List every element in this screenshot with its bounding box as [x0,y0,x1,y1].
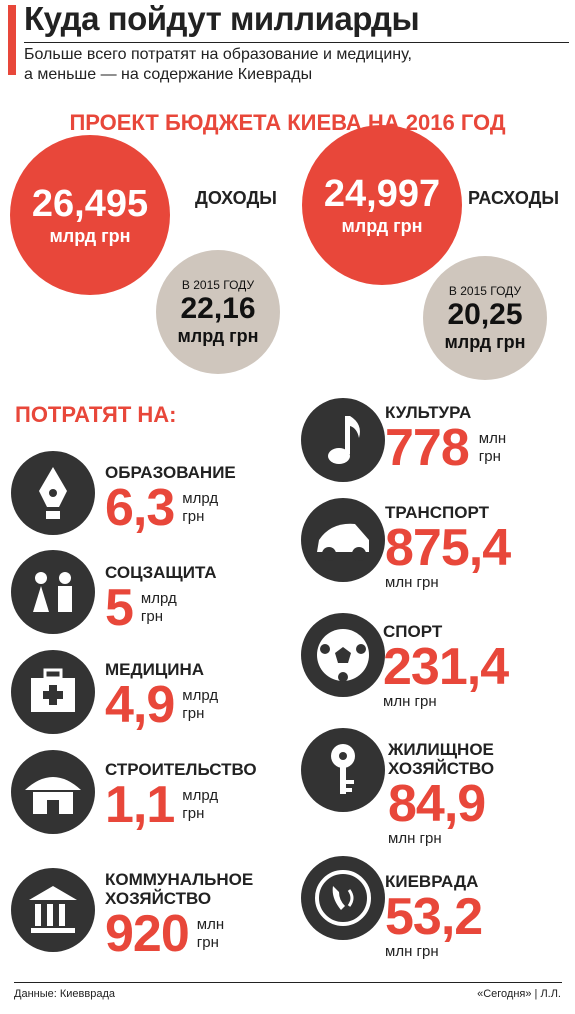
item-unit: млн грн [385,943,439,960]
expenses-prev-circle: В 2015 ГОДУ 20,25 млрд грн [423,256,547,380]
income-unit: млрд грн [49,226,131,246]
income-prev-circle: В 2015 ГОДУ 22,16 млрд грн [156,250,280,374]
item: МЕДИЦИНА 4,9 млрд грн [105,660,232,731]
item-name: ЖИЛИЩНОЕ ХОЗЯЙСТВО [388,740,495,778]
item-value: 4,9 [105,676,175,734]
item-unit: млрд грн [182,490,219,525]
subtitle: Больше всего потратят на образование и м… [24,46,412,63]
item: СПОРТ 231,4 млн грн [383,622,509,711]
budget-title: ПРОЕКТ БЮДЖЕТА КИЕВА НА 2016 ГОД [69,110,506,135]
item-unit: млн грн [385,574,439,591]
icon-education [11,451,95,535]
item-unit: млн грн [383,693,437,710]
icon-sport [301,613,385,697]
item-unit: млрд грн [182,787,219,822]
prev-value: 22,16 [180,291,256,325]
item-unit: млн грн [196,916,225,951]
icon-culture [301,398,385,482]
item-name: СПОРТ [383,622,443,641]
item: КОММУНАЛЬНОЕ ХОЗЯЙСТВО 920 млн грн [105,870,275,960]
icon-construction [11,750,95,834]
item-unit: млрд грн [140,590,177,625]
item-value: 1,1 [105,776,175,834]
rule [14,982,562,983]
item-value: 6,3 [105,479,175,537]
item-unit: млрд грн [182,687,219,722]
item: КУЛЬТУРА 778 млн грн [385,403,519,474]
item: ЖИЛИЩНОЕ ХОЗЯЙСТВО 84,9 млн грн [388,740,518,848]
icon-housing [301,728,385,812]
source: Данные: Киевврада [14,988,115,1000]
prev-label: В 2015 ГОДУ [181,277,255,292]
credit: «Сегодня» | Л.Л. [477,988,561,1000]
expenses-circle: 24,997 млрд грн [302,125,462,285]
title: Куда пойдут миллиарды [24,0,420,37]
item-name: ОБРАЗОВАНИЕ [105,463,236,482]
prev-unit: млрд грн [444,331,526,352]
icon-medicine [11,650,95,734]
icon-kyivrada [301,856,385,940]
item: ОБРАЗОВАНИЕ 6,3 млрд грн [105,463,236,534]
item-name: СТРОИТЕЛЬСТВО [105,760,257,779]
item: КИЕВРАДА 53,2 млн грн [385,872,483,961]
prev-unit: млрд грн [177,325,259,346]
item-value: 53,2 [385,888,483,946]
item-name: КИЕВРАДА [385,872,479,891]
expenses-label: РАСХОДЫ [468,188,560,208]
item: СТРОИТЕЛЬСТВО 1,1 млрд грн [105,760,257,831]
item-unit: млн грн [388,830,442,847]
subtitle: а меньше — на содержание Киеврады [24,66,313,83]
item: СОЦЗАЩИТА 5 млрд грн [105,563,217,634]
income-circle: 26,495 млрд грн [10,135,170,295]
item-value: 84,9 [388,775,486,833]
expenses-unit: млрд грн [341,216,423,236]
income-value: 26,495 [31,183,149,225]
item: ТРАНСПОРТ 875,4 млн грн [385,503,511,592]
icon-communal [11,868,95,952]
item-name: КОММУНАЛЬНОЕ ХОЗЯЙСТВО [105,870,254,908]
item-value: 920 [105,905,190,963]
item-name: ТРАНСПОРТ [385,503,490,522]
item-value: 778 [385,419,470,477]
icon-social [11,550,95,634]
item-name: СОЦЗАЩИТА [105,563,217,582]
rule [24,42,569,43]
item-name: КУЛЬТУРА [385,403,472,422]
item-value: 231,4 [383,638,509,696]
prev-value: 20,25 [447,297,523,331]
accent-bar [8,5,16,75]
item-value: 875,4 [385,519,511,577]
prev-label: В 2015 ГОДУ [448,283,522,298]
income-label: ДОХОДЫ [195,188,277,208]
item-value: 5 [105,579,134,637]
spending-title: ПОТРАТЯТ НА: [15,402,177,427]
icon-transport [301,498,385,582]
item-unit: млн грн [478,430,507,465]
expenses-value: 24,997 [323,173,441,215]
item-name: МЕДИЦИНА [105,660,205,679]
